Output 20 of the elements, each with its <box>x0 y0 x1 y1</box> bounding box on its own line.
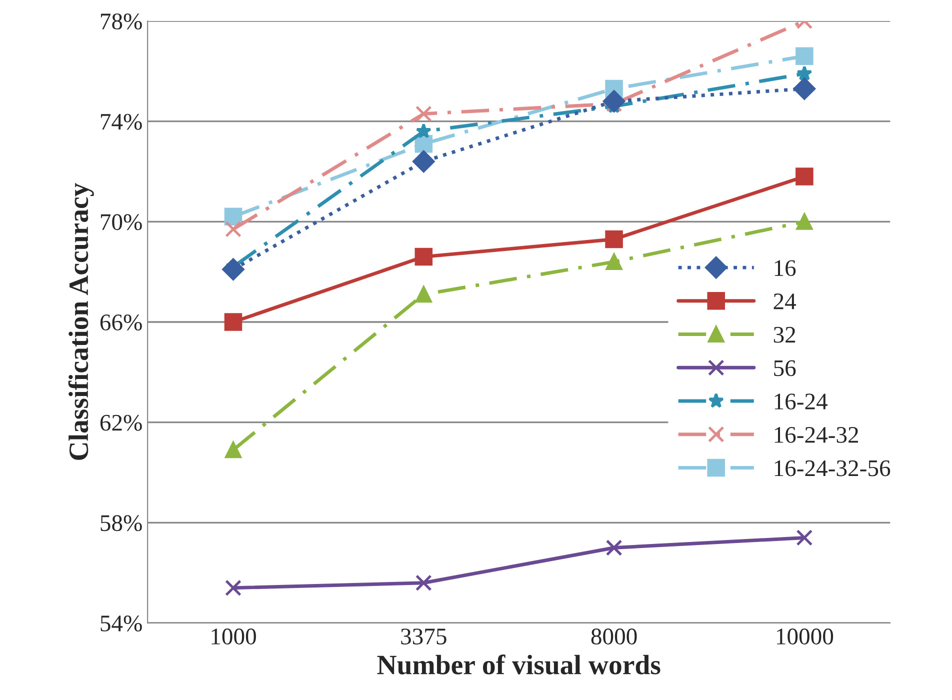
x-tick-label: 10000 <box>777 628 834 644</box>
y-tick-label: 66% <box>100 314 142 330</box>
y-axis-title: Classification Accuracy <box>68 183 94 460</box>
y-tick-label: 78% <box>100 13 142 30</box>
y-tick-label: 54% <box>100 615 142 632</box>
x-tick-label: 1000 <box>212 628 256 644</box>
legend-label: 16-24 <box>774 394 828 410</box>
y-tick-label: 70% <box>100 214 142 230</box>
x-axis-title: Number of visual words <box>377 654 660 674</box>
x-tick-label: 8000 <box>591 628 637 644</box>
legend-label: 16-24-32 <box>774 427 858 443</box>
legend-label: 24 <box>774 294 796 310</box>
legend-label: 16 <box>774 260 796 276</box>
legend-label: 56 <box>774 360 796 376</box>
y-tick-label: 62% <box>100 414 142 431</box>
legend-label: 16-24-32-56 <box>774 460 890 476</box>
x-tick-label: 3375 <box>401 628 446 644</box>
y-tick-label: 74% <box>100 114 142 130</box>
legend-label: 32 <box>774 326 796 343</box>
y-tick-label: 58% <box>100 515 142 532</box>
